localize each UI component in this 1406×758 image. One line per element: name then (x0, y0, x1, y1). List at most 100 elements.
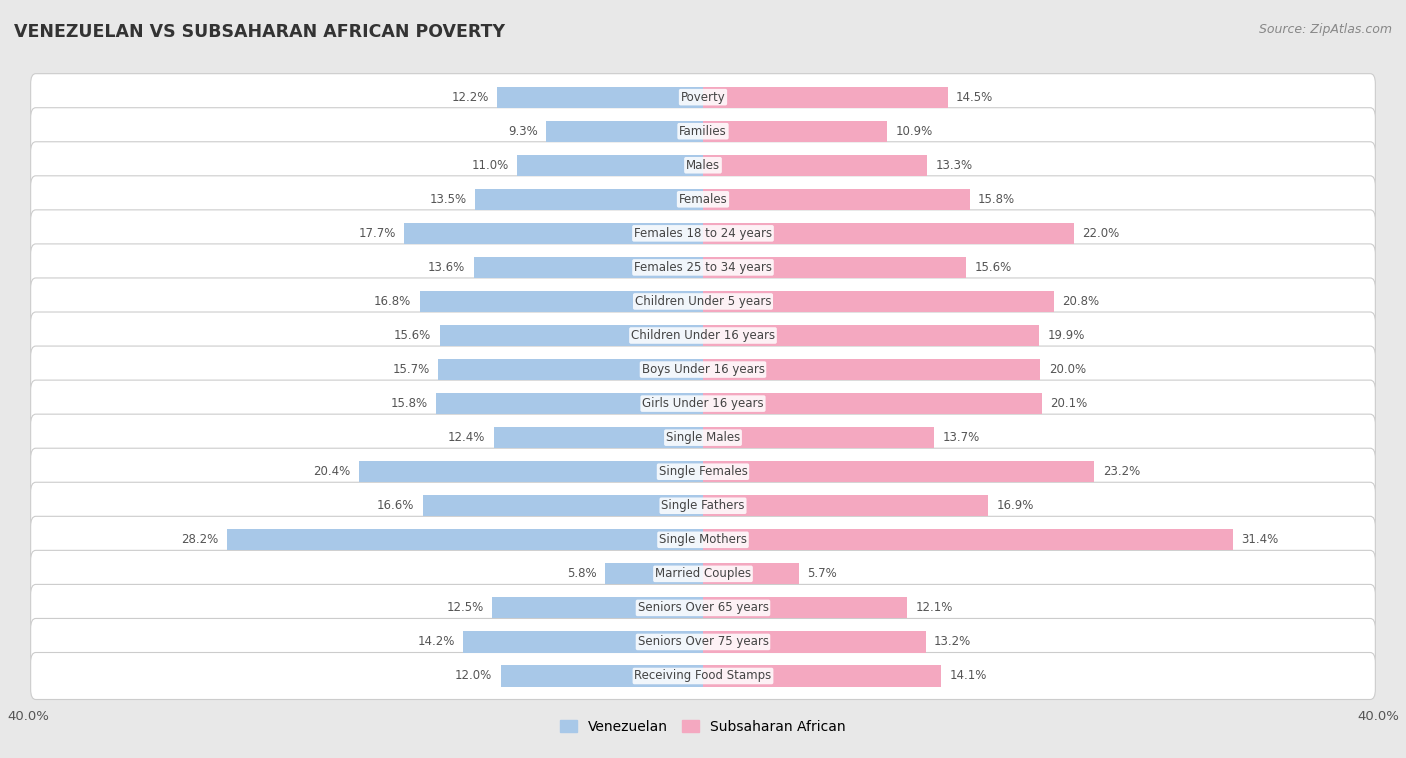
Bar (405, 223, 703, 244)
FancyBboxPatch shape (31, 414, 1375, 461)
Bar (703, 631, 925, 653)
Text: Females 25 to 34 years: Females 25 to 34 years (634, 261, 772, 274)
Text: 15.6%: 15.6% (974, 261, 1012, 274)
Text: 13.5%: 13.5% (430, 193, 467, 206)
Bar (703, 359, 1040, 380)
Bar (439, 359, 703, 380)
Text: 14.1%: 14.1% (949, 669, 987, 682)
Bar (703, 529, 1233, 550)
Bar (419, 291, 703, 312)
Text: 16.6%: 16.6% (377, 500, 415, 512)
Text: 5.8%: 5.8% (567, 567, 596, 581)
Bar (494, 427, 703, 448)
Text: Single Mothers: Single Mothers (659, 534, 747, 547)
Bar (359, 461, 703, 482)
Bar (703, 291, 1054, 312)
Text: 16.8%: 16.8% (374, 295, 411, 308)
Bar (703, 495, 988, 516)
Text: Females 18 to 24 years: Females 18 to 24 years (634, 227, 772, 240)
Text: Seniors Over 65 years: Seniors Over 65 years (637, 601, 769, 615)
FancyBboxPatch shape (31, 448, 1375, 495)
Text: Females: Females (679, 193, 727, 206)
Bar (703, 257, 966, 278)
Bar (517, 155, 703, 176)
Bar (703, 597, 907, 619)
Text: 13.6%: 13.6% (427, 261, 465, 274)
Legend: Venezuelan, Subsaharan African: Venezuelan, Subsaharan African (555, 714, 851, 739)
Bar (436, 393, 703, 414)
Bar (501, 666, 703, 687)
Text: Poverty: Poverty (681, 91, 725, 104)
Text: Seniors Over 75 years: Seniors Over 75 years (637, 635, 769, 648)
Bar (498, 86, 703, 108)
Bar (475, 189, 703, 210)
Text: Families: Families (679, 125, 727, 138)
Text: Males: Males (686, 158, 720, 172)
Text: 13.2%: 13.2% (934, 635, 972, 648)
Text: 5.7%: 5.7% (807, 567, 838, 581)
Bar (703, 461, 1094, 482)
FancyBboxPatch shape (31, 108, 1375, 155)
Bar (546, 121, 703, 142)
Text: 28.2%: 28.2% (181, 534, 219, 547)
Text: 12.5%: 12.5% (447, 601, 484, 615)
FancyBboxPatch shape (31, 482, 1375, 529)
Text: 22.0%: 22.0% (1083, 227, 1119, 240)
Bar (703, 223, 1074, 244)
Text: 15.8%: 15.8% (391, 397, 427, 410)
Text: 20.8%: 20.8% (1063, 295, 1099, 308)
FancyBboxPatch shape (31, 584, 1375, 631)
Text: 9.3%: 9.3% (508, 125, 537, 138)
Text: 20.4%: 20.4% (314, 465, 350, 478)
FancyBboxPatch shape (31, 210, 1375, 257)
Text: 12.1%: 12.1% (915, 601, 953, 615)
Bar (703, 393, 1042, 414)
Text: Source: ZipAtlas.com: Source: ZipAtlas.com (1258, 23, 1392, 36)
Text: 20.0%: 20.0% (1049, 363, 1085, 376)
FancyBboxPatch shape (31, 346, 1375, 393)
Bar (703, 155, 928, 176)
Bar (228, 529, 703, 550)
Bar (703, 86, 948, 108)
FancyBboxPatch shape (31, 550, 1375, 597)
Text: 15.8%: 15.8% (979, 193, 1015, 206)
Text: Single Males: Single Males (666, 431, 740, 444)
Text: Girls Under 16 years: Girls Under 16 years (643, 397, 763, 410)
Bar (440, 325, 703, 346)
Bar (423, 495, 703, 516)
FancyBboxPatch shape (31, 244, 1375, 291)
Text: 12.2%: 12.2% (451, 91, 489, 104)
FancyBboxPatch shape (31, 74, 1375, 121)
Text: 11.0%: 11.0% (472, 158, 509, 172)
FancyBboxPatch shape (31, 653, 1375, 700)
Text: Married Couples: Married Couples (655, 567, 751, 581)
Text: 12.0%: 12.0% (456, 669, 492, 682)
Text: 15.6%: 15.6% (394, 329, 432, 342)
Text: 14.2%: 14.2% (418, 635, 456, 648)
FancyBboxPatch shape (31, 176, 1375, 223)
FancyBboxPatch shape (31, 312, 1375, 359)
Text: 17.7%: 17.7% (359, 227, 396, 240)
FancyBboxPatch shape (31, 619, 1375, 666)
Text: 23.2%: 23.2% (1102, 465, 1140, 478)
FancyBboxPatch shape (31, 516, 1375, 563)
Text: Children Under 5 years: Children Under 5 years (634, 295, 772, 308)
Text: Receiving Food Stamps: Receiving Food Stamps (634, 669, 772, 682)
Text: Single Females: Single Females (658, 465, 748, 478)
Bar (703, 563, 799, 584)
Bar (703, 427, 934, 448)
Bar (703, 325, 1039, 346)
Text: 13.3%: 13.3% (936, 158, 973, 172)
Text: Single Fathers: Single Fathers (661, 500, 745, 512)
Bar (605, 563, 703, 584)
Bar (474, 257, 703, 278)
Text: 10.9%: 10.9% (896, 125, 932, 138)
Bar (703, 121, 887, 142)
FancyBboxPatch shape (31, 142, 1375, 189)
Text: 31.4%: 31.4% (1241, 534, 1278, 547)
Text: 16.9%: 16.9% (997, 500, 1033, 512)
Bar (703, 666, 941, 687)
Text: 15.7%: 15.7% (392, 363, 430, 376)
Bar (464, 631, 703, 653)
FancyBboxPatch shape (31, 380, 1375, 427)
